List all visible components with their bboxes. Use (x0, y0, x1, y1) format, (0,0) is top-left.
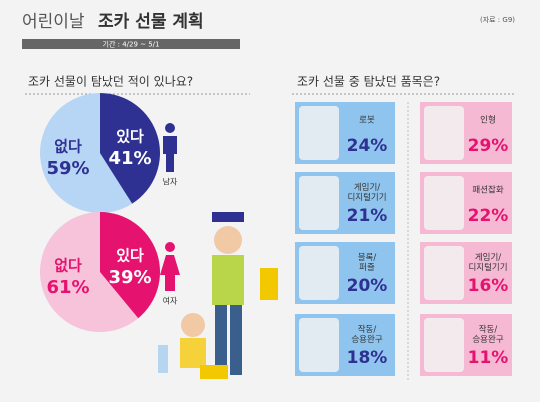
item-value: 18% (347, 348, 388, 368)
slice-label: 없다 (54, 257, 82, 275)
slice-label: 있다 (116, 247, 144, 265)
gender-label: 여자 (163, 296, 178, 306)
item-label: 게임기/디지털기기 (347, 182, 386, 203)
item-image (424, 176, 464, 230)
item-label: 게임기/디지털기기 (468, 252, 507, 273)
pie-slice (40, 93, 133, 213)
gender-label: 남자 (163, 178, 178, 187)
title-light: 어린이날 (22, 12, 85, 32)
item-image (299, 246, 339, 300)
item-value: 21% (347, 206, 388, 226)
period: 기간 : 4/29 ~ 5/1 (103, 40, 160, 49)
slice-value: 39% (108, 267, 151, 288)
slice-value: 61% (46, 277, 89, 298)
person-icon (160, 255, 180, 291)
item-value: 22% (468, 206, 509, 226)
person-icon (165, 123, 175, 133)
pie-slice (100, 93, 161, 204)
item-image (424, 318, 464, 372)
item-label: 작동/승용완구 (351, 324, 382, 345)
item-label: 로봇 (359, 116, 375, 126)
item-image (424, 106, 464, 160)
item-label: 인형 (480, 115, 496, 126)
item-value: 29% (468, 136, 509, 156)
item-image (299, 106, 339, 160)
person-icon (163, 136, 177, 172)
item-value: 20% (347, 276, 388, 296)
source: (자료 : G9) (480, 15, 515, 24)
period-bar (22, 39, 240, 49)
item-image (424, 246, 464, 300)
pie-slice (100, 212, 160, 319)
item-image (299, 318, 339, 372)
item-value: 16% (468, 276, 509, 296)
pie-slice (40, 212, 139, 332)
item-value: 11% (468, 348, 509, 368)
title-bold: 조카 선물 계획 (98, 12, 204, 32)
slice-label: 있다 (116, 128, 144, 146)
right-question: 조카 선물 중 탐났던 품목은? (297, 75, 440, 89)
item-label: 패션잡화 (472, 185, 503, 196)
item-value: 24% (347, 136, 388, 156)
illustration (158, 212, 278, 379)
slice-value: 59% (46, 158, 89, 179)
person-icon (165, 242, 175, 252)
slice-value: 41% (108, 148, 151, 169)
item-label: 작동/승용완구 (472, 324, 503, 345)
item-image (299, 176, 339, 230)
left-question: 조카 선물이 탐났던 적이 있나요? (28, 75, 193, 89)
slice-label: 없다 (54, 138, 82, 156)
item-label: 블록/퍼즐 (358, 252, 377, 273)
